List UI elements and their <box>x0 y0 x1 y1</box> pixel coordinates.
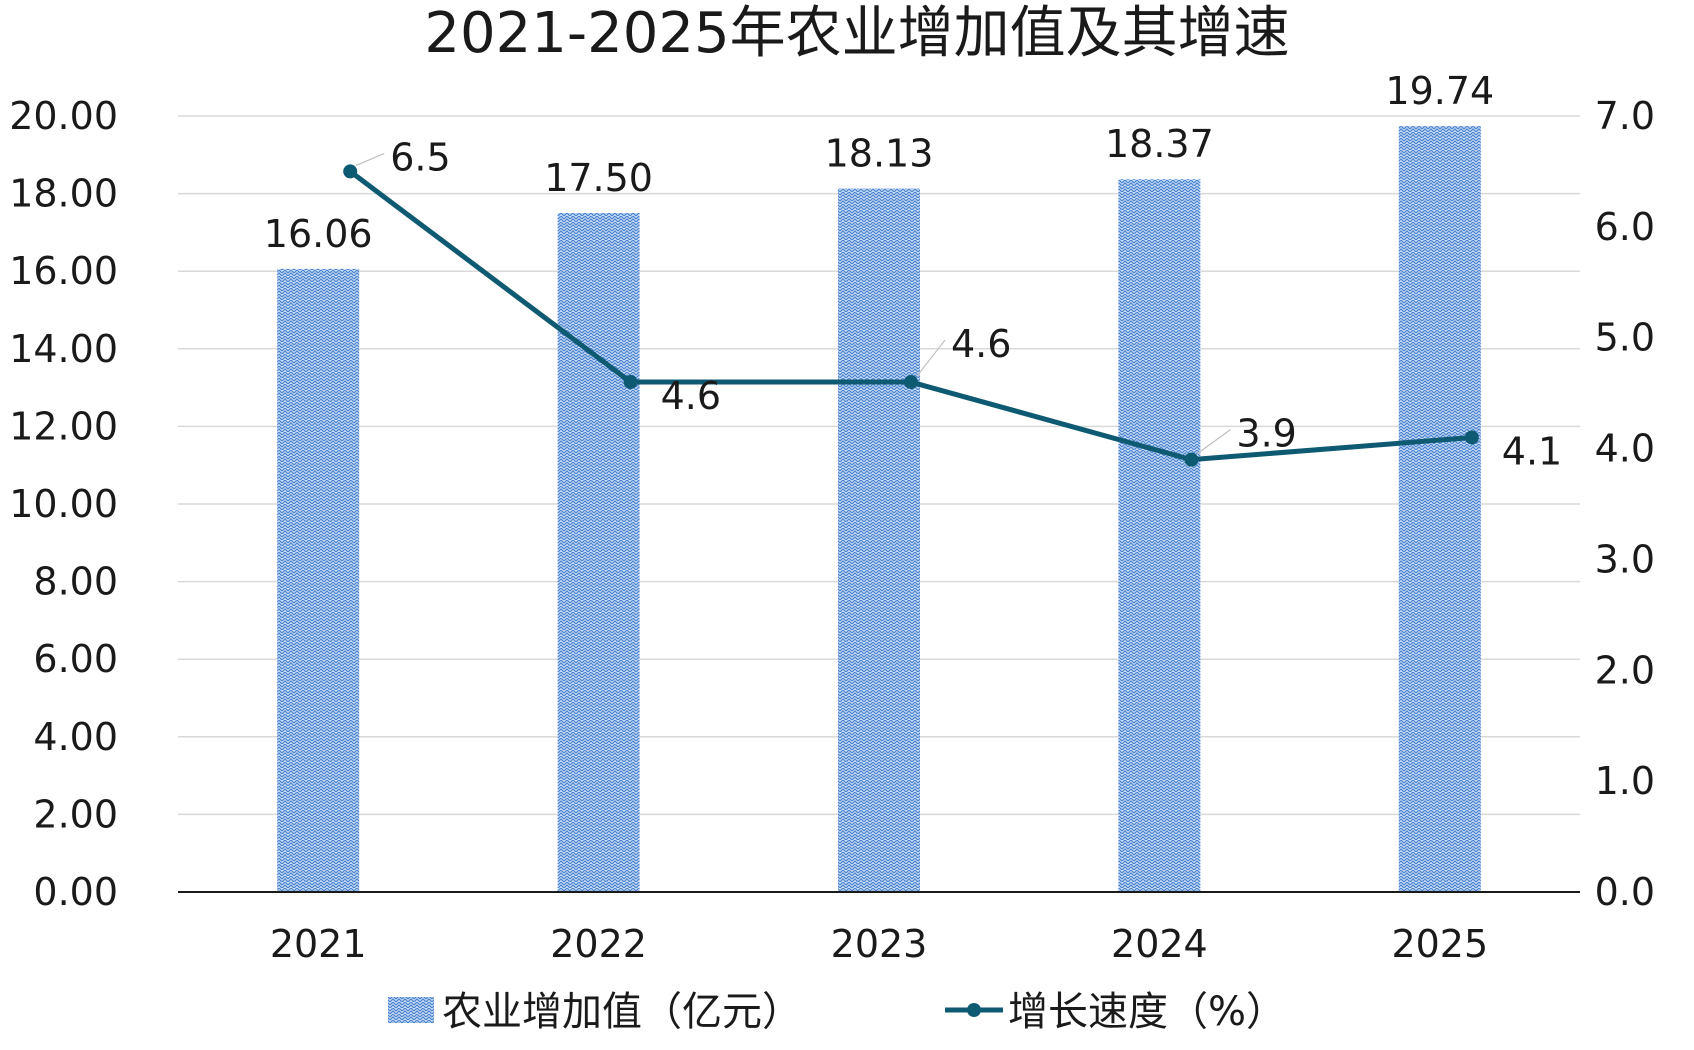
legend-label-bar: 农业增加值（亿元） <box>442 989 802 1035</box>
line-point-2024 <box>1184 452 1199 467</box>
left-tick-label: 12.00 <box>9 404 118 448</box>
bar-value-label: 16.06 <box>264 212 373 256</box>
bar-value-label: 19.74 <box>1385 69 1494 113</box>
right-tick-label: 3.0 <box>1595 537 1655 581</box>
bar-value-label: 17.50 <box>544 156 653 200</box>
left-tick-label: 4.00 <box>33 715 118 759</box>
line-point-2023 <box>904 375 918 390</box>
line-value-label: 4.6 <box>661 374 721 418</box>
line-series: 6.5 4.6 4.6 3.9 4.1 <box>343 135 1562 473</box>
right-tick-label: 6.0 <box>1595 205 1655 249</box>
legend: 农业增加值（亿元） 增长速度（%） <box>388 989 1286 1035</box>
right-tick-label: 2.0 <box>1595 648 1655 692</box>
x-tick-label: 2021 <box>270 922 367 966</box>
x-tick-label: 2023 <box>831 922 928 966</box>
legend-label-line: 增长速度（%） <box>1008 989 1286 1035</box>
x-tick-label: 2022 <box>550 922 647 966</box>
x-axis: 2021 2022 2023 2024 2025 <box>178 891 1580 966</box>
right-y-axis: 0.0 1.0 2.0 3.0 4.0 5.0 6.0 7.0 <box>1595 94 1655 914</box>
line-value-label: 3.9 <box>1236 412 1296 456</box>
bar-series: 16.06 17.50 18.13 18.37 19.74 <box>264 69 1494 892</box>
leader-line <box>355 152 385 166</box>
left-tick-label: 16.00 <box>9 249 118 293</box>
right-tick-label: 7.0 <box>1595 94 1655 138</box>
left-tick-label: 18.00 <box>9 172 118 216</box>
legend-swatch-bar <box>388 997 434 1023</box>
left-tick-label: 14.00 <box>9 327 118 371</box>
leader-line <box>916 339 946 377</box>
line-value-label: 4.6 <box>951 322 1011 366</box>
left-y-axis: 0.00 2.00 4.00 6.00 8.00 10.00 12.00 14.00 16.00… <box>9 94 118 914</box>
bar-2021 <box>277 268 360 892</box>
left-tick-label: 6.00 <box>33 637 118 681</box>
left-tick-label: 8.00 <box>33 560 118 604</box>
bar-value-label: 18.37 <box>1105 122 1214 166</box>
line-point-2025 <box>1464 430 1479 445</box>
bar-2024 <box>1118 179 1201 892</box>
right-tick-label: 0.0 <box>1595 870 1655 914</box>
bar-2025 <box>1398 126 1481 892</box>
left-tick-label: 10.00 <box>9 482 118 526</box>
bar-value-label: 18.13 <box>825 132 934 176</box>
left-tick-label: 0.00 <box>33 870 118 914</box>
legend-swatch-marker <box>967 1003 981 1017</box>
chart-title: 2021-2025年农业增加值及其增速 <box>424 1 1289 66</box>
bar-2023 <box>838 188 920 892</box>
leader-line <box>1197 429 1231 455</box>
line-value-label: 4.1 <box>1502 429 1562 473</box>
left-tick-label: 20.00 <box>9 94 118 138</box>
bar-2022 <box>557 213 640 892</box>
line-point-2021 <box>343 164 358 179</box>
x-tick-label: 2025 <box>1391 922 1488 966</box>
left-tick-label: 2.00 <box>33 792 118 836</box>
right-tick-label: 5.0 <box>1595 316 1655 360</box>
x-tick-label: 2024 <box>1111 922 1208 966</box>
line-point-2022 <box>623 375 638 390</box>
right-tick-label: 4.0 <box>1595 427 1655 471</box>
right-tick-label: 1.0 <box>1595 759 1655 803</box>
line-value-label: 6.5 <box>390 135 450 179</box>
